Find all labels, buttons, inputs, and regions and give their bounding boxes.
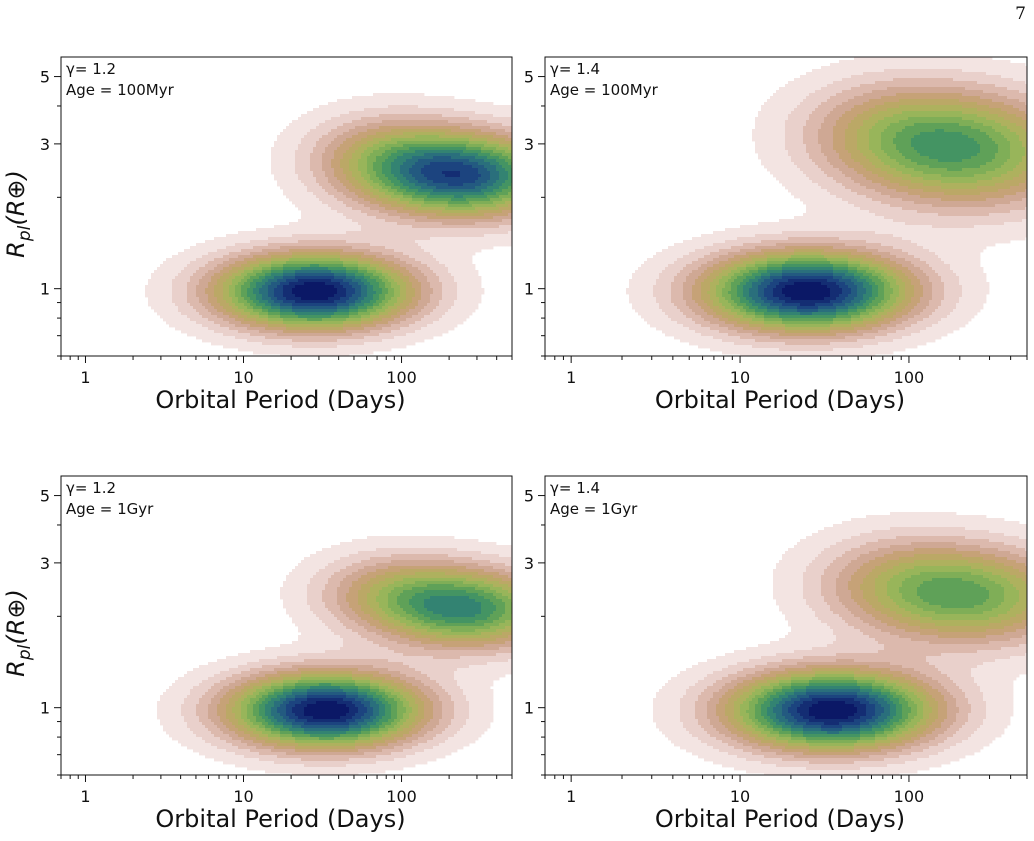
y-tick-label: 1 [524,699,534,718]
y-axis-label: Rpl(R⊕) [2,589,35,677]
density-contours [157,536,512,775]
panel-annotation: Age = 1Gyr [550,500,638,518]
y-tick-label: 3 [40,554,50,573]
panel-annotation: Age = 1Gyr [66,500,154,518]
density-contours [653,512,1027,775]
x-tick-label: 100 [386,787,417,806]
y-axis-label: Rpl(R⊕) [2,170,35,258]
plot-frame [544,475,1028,776]
x-tick-label: 1 [80,787,90,806]
y-tick-label: 1 [40,280,50,299]
page-number: 7 [1015,4,1026,24]
x-tick-label: 10 [730,787,750,806]
x-tick-label: 1 [566,368,576,387]
panel-annotation: Age = 100Myr [66,81,175,99]
panel-top-right: 1 10 100 1 3 5 Orbital Period (Days) γ= 1.4 Age … [524,56,1028,414]
x-axis-label: Orbital Period (Days) [155,386,405,414]
y-tick-label: 3 [524,135,534,154]
plot-frame [544,56,1028,357]
x-axis-label: Orbital Period (Days) [655,386,905,414]
density-contours [626,57,1027,356]
x-tick-label: 1 [566,787,576,806]
y-tick-label: 1 [40,699,50,718]
plot-frame [60,475,513,776]
x-tick-label: 1 [80,368,90,387]
x-tick-label: 100 [894,787,925,806]
y-tick-label: 3 [524,554,534,573]
x-tick-label: 100 [894,368,925,387]
panel-annotation: γ= 1.4 [550,479,600,497]
x-axis-label: Orbital Period (Days) [155,805,405,833]
panel-annotation: γ= 1.2 [66,479,116,497]
panel-annotation: Age = 100Myr [550,81,659,99]
panel-bottom-right: 1 10 100 1 3 5 Orbital Period (Days) γ= 1.4 Age … [524,475,1028,833]
y-tick-label: 3 [40,135,50,154]
x-tick-label: 10 [233,368,253,387]
panel-top-left: 1 10 100 1 3 5 Orbital Period (Days) Rpl(R⊕) γ= … [2,56,513,414]
x-tick-label: 10 [730,368,750,387]
x-tick-label: 100 [386,368,417,387]
y-tick-label: 5 [40,487,50,506]
y-tick-label: 5 [524,487,534,506]
x-tick-label: 10 [233,787,253,806]
panel-annotation: γ= 1.4 [550,60,600,78]
panel-annotation: γ= 1.2 [66,60,116,78]
panel-bottom-left: 1 10 100 1 3 5 Orbital Period (Days) Rpl(R⊕) γ= … [2,475,513,833]
y-tick-label: 5 [40,68,50,87]
plot-frame [60,56,513,357]
x-axis-label: Orbital Period (Days) [655,805,905,833]
density-contours [145,93,512,356]
y-tick-label: 5 [524,68,534,87]
y-tick-label: 1 [524,280,534,299]
